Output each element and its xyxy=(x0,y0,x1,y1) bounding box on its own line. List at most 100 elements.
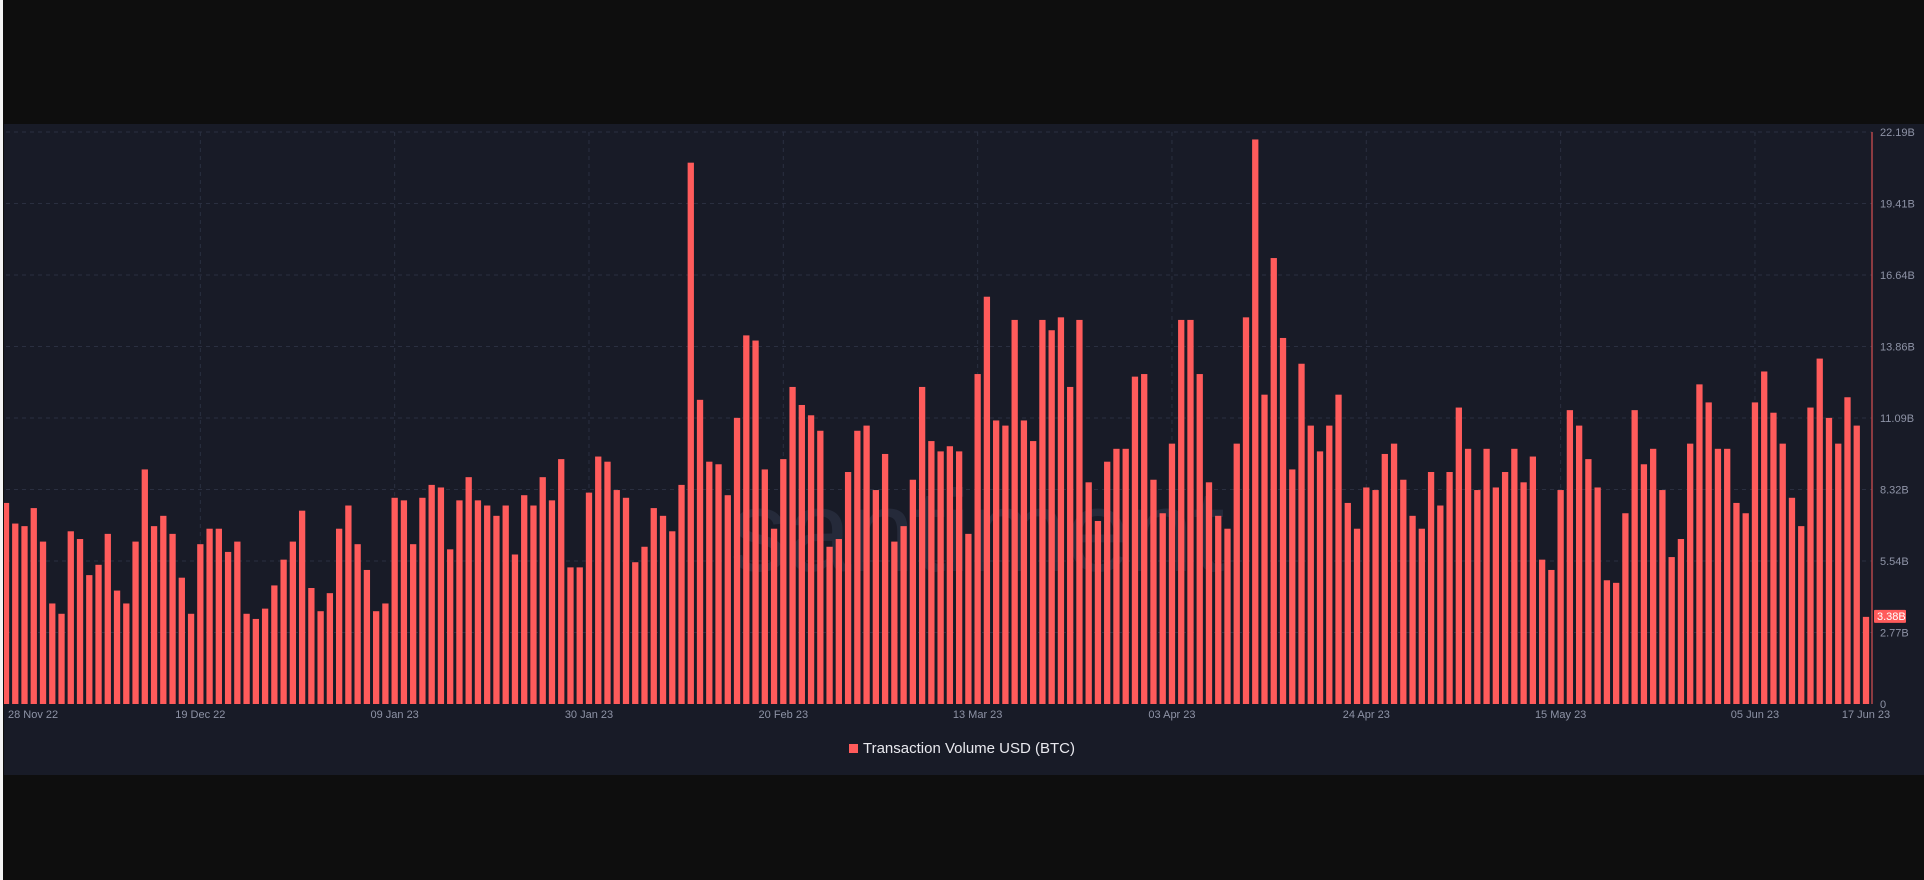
bar[interactable] xyxy=(993,420,1000,704)
chart-legend[interactable]: Transaction Volume USD (BTC) xyxy=(0,740,1924,757)
bar[interactable] xyxy=(733,417,741,704)
bar[interactable] xyxy=(604,461,611,704)
bar[interactable] xyxy=(1316,451,1324,704)
bar[interactable] xyxy=(1048,330,1055,704)
bar[interactable] xyxy=(345,505,352,704)
bar[interactable] xyxy=(1168,443,1176,704)
bar[interactable] xyxy=(1724,448,1731,704)
bar[interactable] xyxy=(1224,528,1231,704)
bar[interactable] xyxy=(817,430,824,704)
bar[interactable] xyxy=(289,541,297,704)
bar[interactable] xyxy=(770,528,778,704)
bar[interactable] xyxy=(132,541,139,704)
bar[interactable] xyxy=(67,531,74,704)
bar[interactable] xyxy=(502,505,509,704)
bar[interactable] xyxy=(373,611,380,704)
bar[interactable] xyxy=(1122,448,1129,704)
bar[interactable] xyxy=(1289,469,1296,704)
bar[interactable] xyxy=(1613,582,1620,704)
bar[interactable] xyxy=(1492,487,1499,704)
bar[interactable] xyxy=(678,484,685,704)
bar[interactable] xyxy=(1640,464,1648,704)
bar[interactable] xyxy=(123,603,130,704)
bar[interactable] xyxy=(1594,487,1601,704)
bar[interactable] xyxy=(1483,448,1490,704)
bar[interactable] xyxy=(437,487,445,704)
bar[interactable] xyxy=(1409,515,1416,704)
bar[interactable] xyxy=(234,541,241,704)
bar[interactable] xyxy=(215,528,222,704)
bar[interactable] xyxy=(86,575,93,704)
bar[interactable] xyxy=(1094,520,1102,704)
bar[interactable] xyxy=(1622,513,1629,704)
bar[interactable] xyxy=(1733,502,1740,704)
bar[interactable] xyxy=(1030,441,1037,704)
bar[interactable] xyxy=(1501,472,1509,704)
bar[interactable] xyxy=(21,526,28,704)
bar[interactable] xyxy=(76,539,84,704)
bar[interactable] xyxy=(983,296,991,704)
bar[interactable] xyxy=(696,399,704,704)
bar[interactable] xyxy=(1668,557,1675,704)
bar[interactable] xyxy=(1677,539,1685,704)
bar[interactable] xyxy=(1233,443,1240,704)
bar[interactable] xyxy=(548,500,556,704)
bar[interactable] xyxy=(1575,425,1583,704)
bar[interactable] xyxy=(12,523,19,704)
bar[interactable] xyxy=(447,549,454,704)
bar[interactable] xyxy=(1603,580,1611,704)
bar[interactable] xyxy=(669,531,676,704)
bar[interactable] xyxy=(854,430,861,704)
bar[interactable] xyxy=(826,546,833,704)
bar[interactable] xyxy=(974,374,981,704)
bar[interactable] xyxy=(918,386,926,704)
bar[interactable] xyxy=(955,451,963,704)
bar[interactable] xyxy=(1835,443,1842,704)
bar[interactable] xyxy=(632,562,639,704)
bar[interactable] xyxy=(1529,456,1537,704)
bar[interactable] xyxy=(280,559,287,704)
bar[interactable] xyxy=(1807,407,1814,704)
bar[interactable] xyxy=(308,588,315,704)
bar[interactable] xyxy=(1742,513,1749,704)
bar[interactable] xyxy=(30,508,37,704)
bar[interactable] xyxy=(252,618,259,704)
bar[interactable] xyxy=(326,593,334,704)
bar[interactable] xyxy=(558,459,565,704)
bar[interactable] xyxy=(659,515,667,704)
bar[interactable] xyxy=(1779,443,1786,704)
bar[interactable] xyxy=(613,490,620,704)
bar[interactable] xyxy=(1427,472,1435,704)
bar[interactable] xyxy=(909,479,917,704)
bar[interactable] xyxy=(1770,412,1777,704)
bar[interactable] xyxy=(641,546,648,704)
bar[interactable] xyxy=(1326,425,1333,704)
bar[interactable] xyxy=(382,603,389,704)
bar[interactable] xyxy=(1363,487,1370,704)
bar[interactable] xyxy=(1520,482,1527,704)
bar[interactable] xyxy=(1196,374,1203,704)
bar[interactable] xyxy=(484,505,491,704)
bar[interactable] xyxy=(595,456,602,704)
bar[interactable] xyxy=(1798,526,1805,704)
bar[interactable] xyxy=(576,567,583,704)
bar[interactable] xyxy=(1279,337,1287,704)
bar[interactable] xyxy=(1381,453,1388,704)
bar[interactable] xyxy=(271,585,278,704)
bar[interactable] xyxy=(95,564,102,704)
bar-chart[interactable]: 0 2.77B 5.54B 8.32B 11.09B 13.86B 16.64B 19.41B… xyxy=(4,124,1924,775)
bar[interactable] xyxy=(363,569,371,704)
bar[interactable] xyxy=(150,526,158,704)
bar[interactable] xyxy=(1418,528,1425,704)
bar[interactable] xyxy=(715,464,722,704)
bar[interactable] xyxy=(872,490,879,704)
bar[interactable] xyxy=(178,577,185,704)
bar[interactable] xyxy=(465,477,472,704)
bar[interactable] xyxy=(1344,502,1351,704)
bar[interactable] xyxy=(1261,394,1268,704)
bar[interactable] xyxy=(521,495,528,704)
bar[interactable] xyxy=(1585,459,1592,704)
bar[interactable] xyxy=(419,497,426,704)
bar[interactable] xyxy=(1390,443,1398,704)
bar[interactable] xyxy=(1076,319,1083,704)
